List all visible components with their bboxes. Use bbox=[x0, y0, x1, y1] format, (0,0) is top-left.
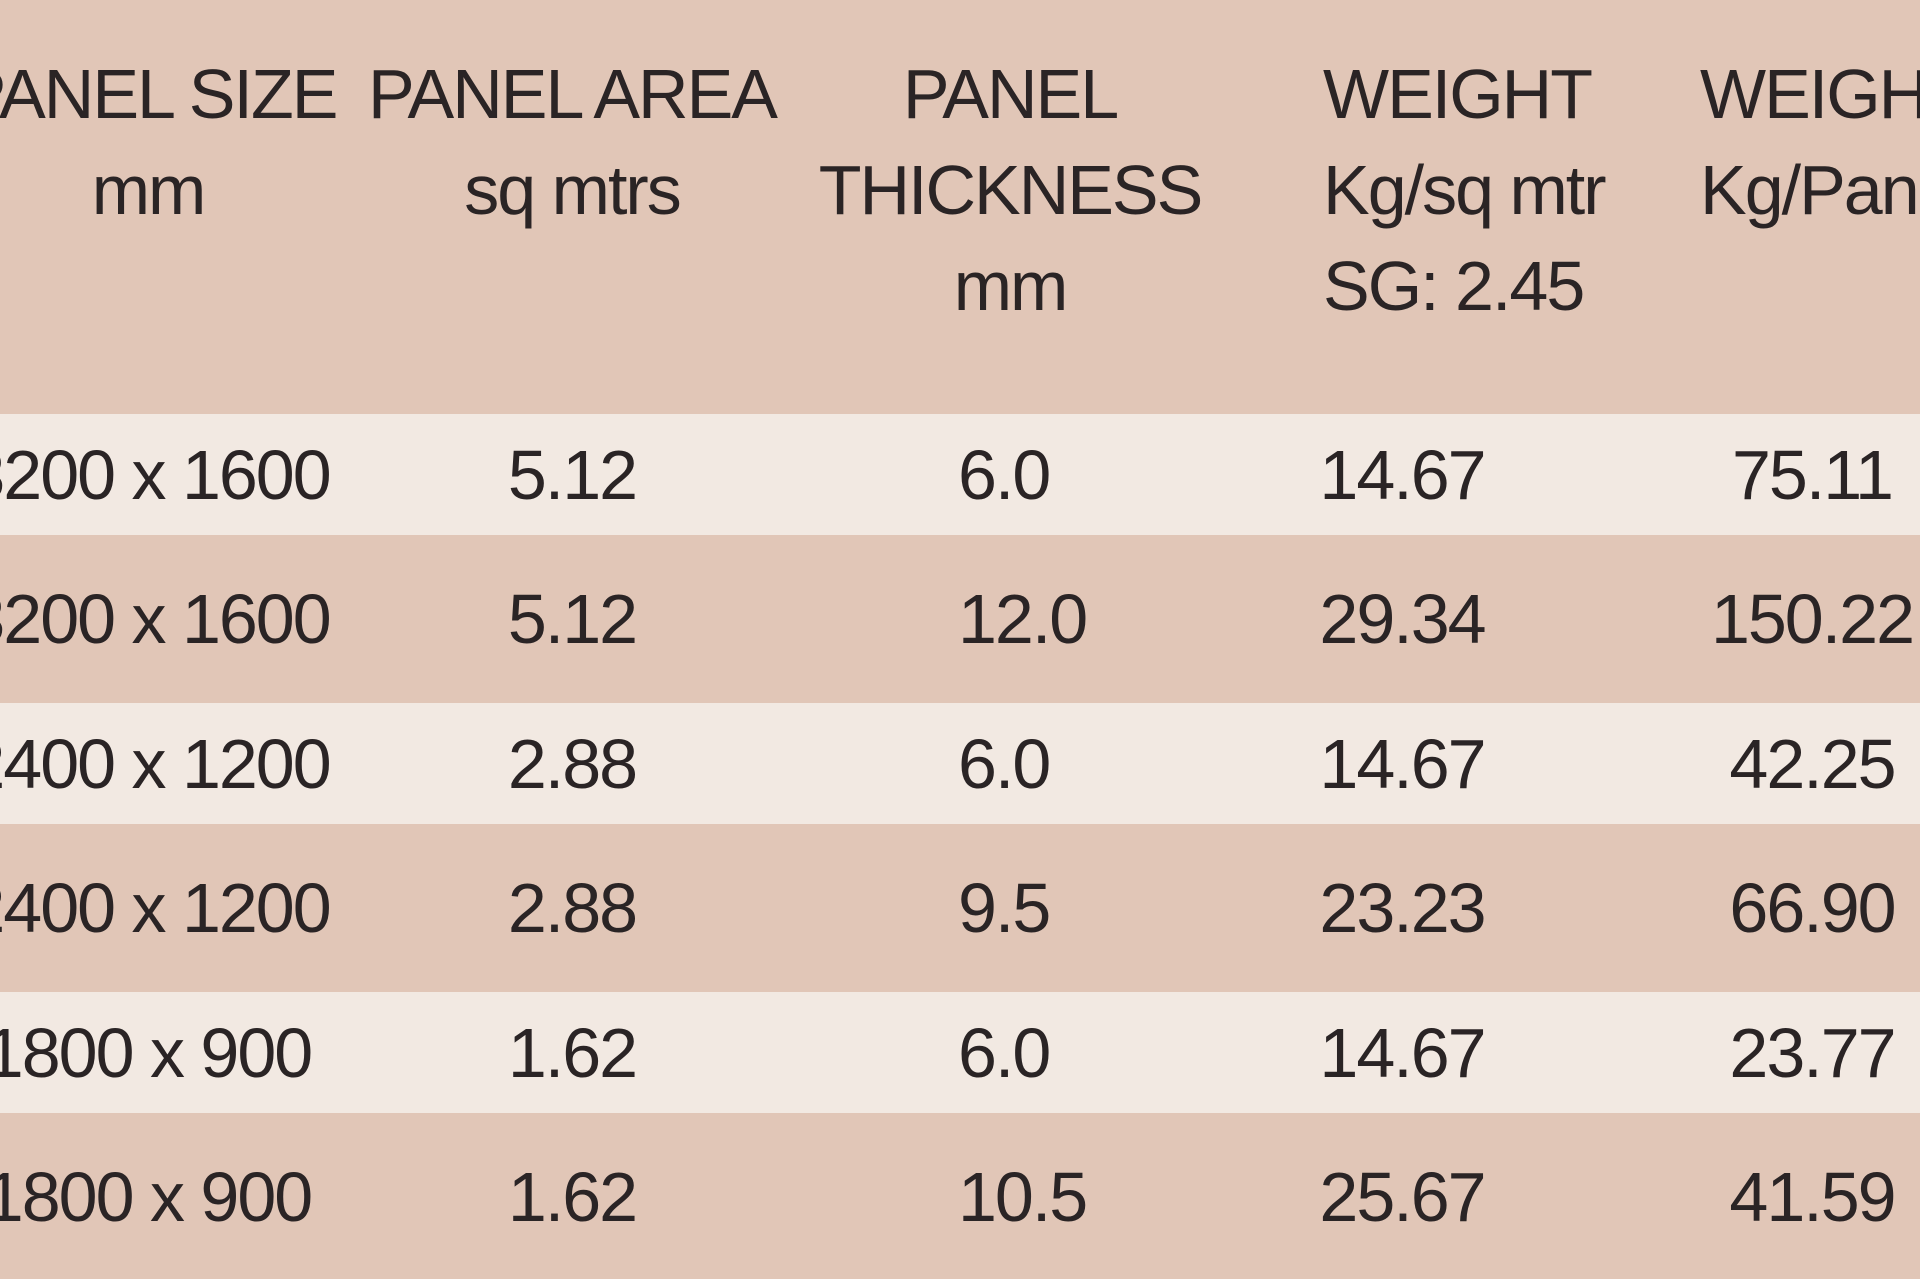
cell-weight-per-sqm: 14.67 bbox=[1319, 724, 1486, 803]
header-line: PANEL SIZE bbox=[0, 55, 338, 133]
cell-weight-per-panel: 41.59 bbox=[1729, 1158, 1896, 1236]
header-panel-size: PANEL SIZE mm bbox=[0, 46, 398, 238]
cell-panel-size: 1800 x 900 bbox=[0, 1158, 313, 1236]
cell-panel-size: 3200 x 1600 bbox=[0, 435, 332, 514]
cell-weight-per-sqm: 14.67 bbox=[1319, 435, 1486, 514]
cell-panel-thickness: 9.5 bbox=[958, 869, 1051, 947]
cell-weight-per-panel: 75.11 bbox=[1732, 435, 1894, 514]
cell-panel-area: 5.12 bbox=[507, 580, 638, 658]
header-panel-area: PANEL AREA sq mtrs bbox=[322, 46, 822, 238]
table-row: 2400 x 1200 2.88 9.5 23.23 66.90 bbox=[0, 824, 1920, 992]
cell-panel-thickness: 6.0 bbox=[958, 724, 1051, 803]
cell-panel-size: 1800 x 900 bbox=[0, 1013, 313, 1092]
header-line: SG: 2.45 bbox=[1323, 247, 1585, 325]
cell-panel-thickness: 6.0 bbox=[958, 1013, 1051, 1092]
cell-panel-area: 2.88 bbox=[507, 724, 638, 803]
table-row: 3200 x 1600 5.12 12.0 29.34 150.22 bbox=[0, 535, 1920, 703]
cell-panel-area: 1.62 bbox=[507, 1013, 638, 1092]
header-line: Kg/sq mtr bbox=[1323, 151, 1607, 229]
cell-weight-per-panel: 23.77 bbox=[1729, 1013, 1896, 1092]
cell-weight-per-sqm: 29.34 bbox=[1319, 580, 1486, 658]
cell-panel-thickness: 10.5 bbox=[958, 1158, 1088, 1236]
cell-weight-per-sqm: 14.67 bbox=[1319, 1013, 1486, 1092]
cell-panel-area: 1.62 bbox=[507, 1158, 638, 1236]
table-header-row: PANEL SIZE mm PANEL AREA sq mtrs PANEL T… bbox=[0, 0, 1920, 414]
table-row: 3200 x 1600 5.12 6.0 14.67 75.11 bbox=[0, 414, 1920, 535]
table-row: 2400 x 1200 2.88 6.0 14.67 42.25 bbox=[0, 703, 1920, 824]
cell-panel-area: 5.12 bbox=[507, 435, 638, 514]
cell-panel-thickness: 6.0 bbox=[958, 435, 1051, 514]
header-line: PANEL AREA bbox=[368, 55, 778, 133]
header-weight-per-sqm: WEIGHT Kg/sq mtr SG: 2.45 bbox=[1323, 46, 1607, 334]
cell-panel-size: 2400 x 1200 bbox=[0, 724, 332, 803]
cell-weight-per-panel: 150.22 bbox=[1710, 580, 1915, 658]
cell-panel-size: 2400 x 1200 bbox=[0, 869, 332, 947]
cell-weight-per-panel: 42.25 bbox=[1729, 724, 1896, 803]
header-weight-per-panel: WEIGHT Kg/Panel bbox=[1700, 46, 1920, 238]
header-line: mm bbox=[91, 151, 207, 229]
cell-panel-size: 3200 x 1600 bbox=[0, 580, 332, 658]
cell-panel-area: 2.88 bbox=[507, 869, 638, 947]
header-line: sq mtrs bbox=[464, 151, 681, 229]
table-body: 3200 x 1600 5.12 6.0 14.67 75.11 3200 x 1600 5… bbox=[0, 414, 1920, 1279]
cell-weight-per-sqm: 25.67 bbox=[1319, 1158, 1486, 1236]
cell-weight-per-sqm: 23.23 bbox=[1319, 869, 1486, 947]
header-line: THICKNESS bbox=[818, 151, 1204, 229]
cell-weight-per-panel: 66.90 bbox=[1729, 869, 1896, 947]
header-line: WEIGHT bbox=[1323, 55, 1593, 133]
cell-panel-thickness: 12.0 bbox=[958, 580, 1088, 658]
table-row: 1800 x 900 1.62 10.5 25.67 41.59 bbox=[0, 1113, 1920, 1279]
table-row: 1800 x 900 1.62 6.0 14.67 23.77 bbox=[0, 992, 1920, 1113]
header-line: mm bbox=[953, 247, 1069, 325]
header-line: Kg/Panel bbox=[1700, 151, 1920, 229]
header-panel-thickness: PANEL THICKNESS mm bbox=[760, 46, 1260, 334]
header-line: WEIGHT bbox=[1700, 55, 1920, 133]
header-line: PANEL bbox=[902, 55, 1119, 133]
